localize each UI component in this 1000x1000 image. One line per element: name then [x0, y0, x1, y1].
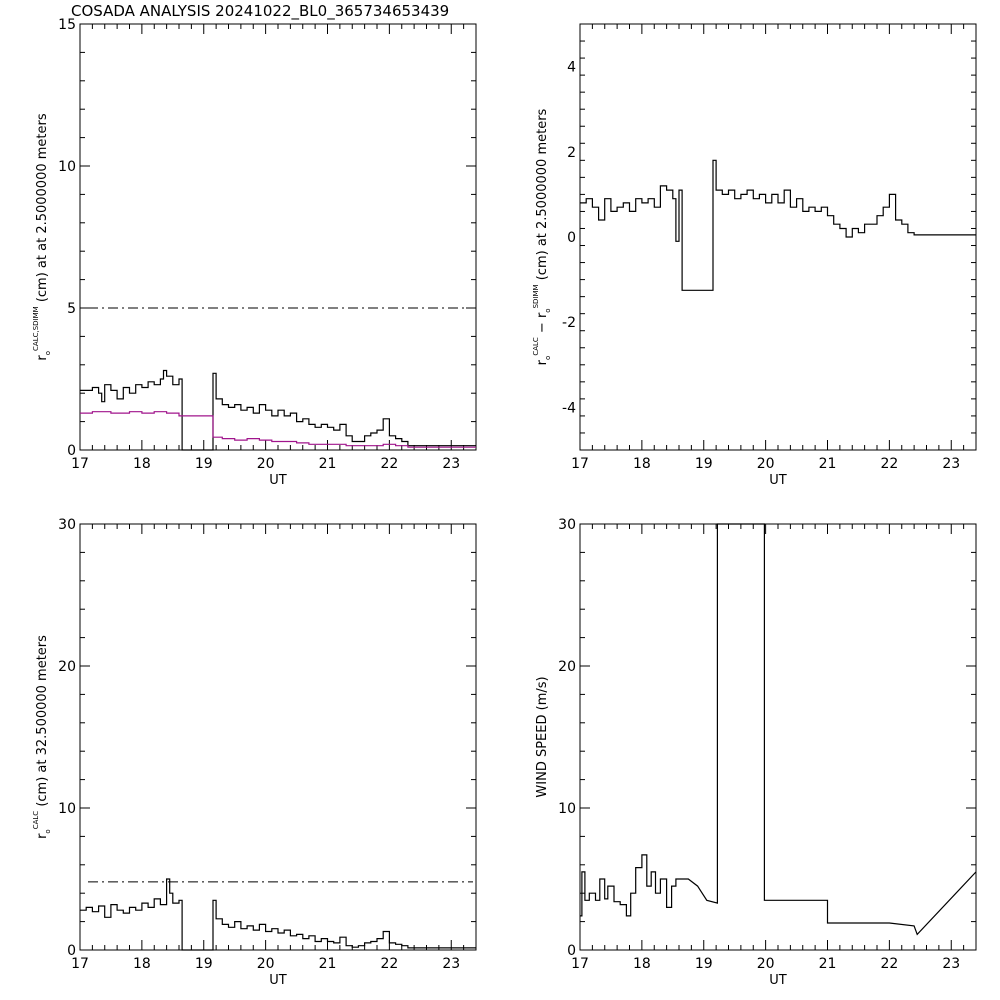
- series-line-2: [80, 411, 476, 448]
- x-tick-label: 20: [257, 956, 275, 972]
- x-tick-label: 23: [942, 956, 960, 972]
- series-line-1: [80, 369, 476, 451]
- x-axis-label: UT: [269, 473, 287, 488]
- y-tick-label: 30: [58, 517, 76, 533]
- y-tick-label: 10: [58, 801, 76, 817]
- y-axis-label-part: WIND SPEED (m/s): [535, 676, 550, 797]
- x-tick-label: 21: [819, 956, 837, 972]
- x-tick-label: 17: [71, 456, 89, 472]
- x-tick-label: 19: [195, 456, 213, 472]
- x-tick-label: 17: [71, 956, 89, 972]
- plot-frame: [79, 523, 477, 951]
- x-tick-label: 17: [571, 456, 589, 472]
- x-tick-label: 17: [571, 956, 589, 972]
- y-axis-label-part: (cm) at 2.5000000 meters: [535, 108, 550, 284]
- y-tick-label: 10: [558, 801, 576, 817]
- y-tick-label: 10: [58, 159, 76, 175]
- plot-frame: [579, 523, 977, 951]
- x-tick-label: 18: [133, 456, 151, 472]
- y-tick-label: 30: [558, 517, 576, 533]
- x-tick-label: 23: [942, 456, 960, 472]
- x-axis-label: UT: [769, 973, 787, 988]
- y-tick-label: 0: [567, 230, 576, 246]
- y-tick-label: 4: [567, 60, 576, 76]
- y-axis-label-part: CALC: [32, 811, 40, 830]
- x-tick-label: 21: [319, 456, 337, 472]
- y-axis-label-part: o: [44, 829, 52, 833]
- x-tick-label: 22: [880, 456, 898, 472]
- x-tick-label: 18: [133, 956, 151, 972]
- y-tick-label: 0: [567, 943, 576, 959]
- series-line-1: [580, 159, 976, 291]
- x-axis-label: UT: [769, 473, 787, 488]
- x-tick-label: 23: [442, 956, 460, 972]
- y-tick-label: -2: [562, 315, 576, 331]
- series-line-1: [580, 523, 977, 936]
- y-axis-label: ro CALC (cm) at 32.500000 meters: [32, 635, 52, 839]
- y-axis-label: roCALC − roSDIMM (cm) at 2.5000000 meter…: [532, 108, 552, 365]
- y-tick-label: 20: [558, 659, 576, 675]
- y-axis-label-part: r: [35, 355, 50, 361]
- y-tick-label: -4: [562, 400, 576, 416]
- y-axis-label: WIND SPEED (m/s): [535, 676, 550, 797]
- x-tick-label: 19: [195, 956, 213, 972]
- plot-frame: [79, 23, 477, 451]
- x-tick-label: 23: [442, 456, 460, 472]
- y-tick-label: 2: [567, 145, 576, 161]
- chart-title: COSADA ANALYSIS 20241022_BL0_36573465343…: [71, 2, 449, 21]
- y-axis-label: ro CALC,SDIMM (cm) at at 2.5000000 meters: [32, 113, 52, 360]
- plot-frame: [579, 23, 977, 451]
- x-tick-label: 20: [257, 456, 275, 472]
- y-axis-label-part: o: [44, 351, 52, 355]
- chart-panel-1: 17 18 19 20 21 22 23 0 5 10 15 UT ro CALC,SDIMM (cm) …: [32, 17, 477, 488]
- x-tick-label: 18: [633, 456, 651, 472]
- y-axis-label-part: (cm) at 32.500000 meters: [35, 635, 50, 811]
- x-tick-label: 18: [633, 956, 651, 972]
- y-axis-label-part: o: [544, 308, 552, 312]
- y-axis-label-part: CALC,SDIMM: [32, 306, 40, 351]
- x-tick-label: 19: [695, 956, 713, 972]
- y-tick-label: 0: [67, 443, 76, 459]
- y-tick-label: 0: [67, 943, 76, 959]
- series-line-1: [80, 878, 476, 951]
- chart-panel-4: 17 18 19 20 21 22 23 0 10 20 30 UT WIND SPEED (m/s): [535, 517, 977, 988]
- y-axis-label-part: o: [544, 356, 552, 360]
- x-tick-label: 22: [880, 956, 898, 972]
- x-tick-label: 20: [757, 956, 775, 972]
- y-tick-label: 5: [67, 301, 76, 317]
- y-tick-label: 20: [58, 659, 76, 675]
- x-tick-label: 22: [380, 956, 398, 972]
- x-tick-label: 19: [695, 456, 713, 472]
- y-axis-label-part: CALC: [532, 337, 540, 356]
- chart-panel-3: 17 18 19 20 21 22 23 0 10 20 30 UT ro CALC (cm) at 32…: [32, 517, 477, 988]
- x-tick-label: 21: [319, 956, 337, 972]
- y-axis-label-part: (cm) at at 2.5000000 meters: [35, 113, 50, 306]
- y-axis-label-part: r: [35, 833, 50, 839]
- x-axis-label: UT: [269, 973, 287, 988]
- x-tick-label: 21: [819, 456, 837, 472]
- y-axis-label-part: r: [535, 359, 550, 365]
- y-axis-label-part: − r: [535, 312, 550, 337]
- y-axis-label-part: SDIMM: [532, 284, 540, 308]
- y-tick-label: 15: [58, 17, 76, 33]
- x-tick-label: 20: [757, 456, 775, 472]
- x-tick-label: 22: [380, 456, 398, 472]
